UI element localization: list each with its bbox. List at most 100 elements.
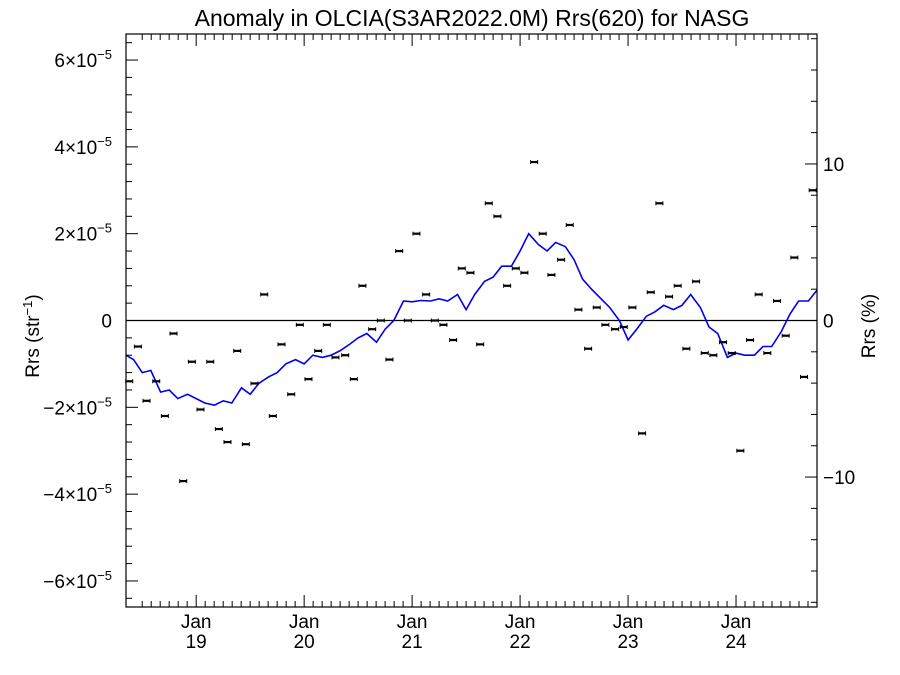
data-point [665, 294, 674, 299]
axis-layer: 6×10−54×10−52×10−50−2×10−5−4×10−5−6×10−5… [43, 34, 855, 653]
x-tick-label-year: 23 [617, 632, 638, 653]
data-point [746, 338, 755, 343]
y-tick-label-left: 0 [101, 312, 112, 333]
y-axis-label-left-superscript: −1 [20, 301, 35, 316]
data-point [530, 160, 539, 165]
data-point [773, 298, 782, 303]
data-point [314, 348, 323, 353]
x-tick-label-year: 20 [294, 632, 315, 653]
data-point [403, 318, 412, 323]
data-point [241, 442, 250, 447]
data-point [601, 322, 610, 327]
data-point [682, 346, 691, 351]
data-point [628, 305, 637, 310]
y-tick-label-exponent: −5 [97, 394, 112, 409]
y-tick-label-left: −4×10−5 [43, 481, 112, 506]
data-point [206, 359, 215, 364]
data-point [584, 346, 593, 351]
data-point [673, 283, 682, 288]
y-tick-label-right: −10 [823, 468, 855, 489]
data-point [430, 318, 439, 323]
data-point [476, 342, 485, 347]
data-point [349, 377, 358, 382]
data-point [412, 231, 421, 236]
data-point [646, 290, 655, 295]
y-axis-label-left: Rrs (str−1) [20, 294, 44, 377]
data-point [376, 318, 385, 323]
data-point [422, 292, 431, 297]
data-point [719, 340, 728, 345]
x-tick-label-year: 22 [510, 632, 531, 653]
data-point [260, 292, 269, 297]
y-tick-label-left: −2×10−5 [43, 394, 112, 419]
data-point [287, 392, 296, 397]
data-point [152, 379, 161, 384]
x-tick-label-year: 24 [725, 632, 747, 653]
data-point [557, 257, 566, 262]
data-point [277, 342, 286, 347]
x-tick-label-month: Jan [289, 612, 320, 633]
points-layer [125, 160, 817, 484]
y-tick-label-mantissa: 2×10 [54, 225, 97, 246]
y-axis-label-right: Rrs (%) [859, 294, 880, 358]
y-tick-label-exponent: −5 [97, 481, 112, 496]
data-point [466, 270, 475, 275]
data-point [395, 249, 404, 254]
y-tick-label-exponent: −5 [97, 568, 112, 583]
y-tick-label-mantissa: 4×10 [54, 138, 97, 159]
data-point [520, 270, 529, 275]
data-point [736, 448, 745, 453]
data-point [331, 355, 340, 360]
data-point [268, 414, 277, 418]
data-point [611, 327, 620, 332]
data-point [754, 292, 763, 297]
y-tick-label-left: −6×10−5 [43, 568, 112, 593]
data-point [493, 214, 502, 219]
data-point [169, 331, 178, 336]
series-line-smoothed-anomaly [125, 232, 818, 406]
data-point [574, 307, 583, 312]
data-point [484, 201, 493, 206]
data-point [322, 322, 331, 327]
data-point [800, 374, 809, 379]
data-point [304, 377, 313, 382]
data-point [503, 283, 512, 288]
data-point [449, 338, 458, 343]
chart-title: Anomaly in OLCIA(S3AR2022.0M) Rrs(620) f… [195, 5, 750, 31]
data-point [179, 479, 188, 484]
y-axis-label-left-text: Rrs (str [23, 315, 44, 378]
data-point [142, 398, 151, 403]
data-point [547, 272, 556, 277]
data-point [368, 327, 377, 332]
y-tick-label-left: 4×10−5 [54, 134, 112, 159]
data-point [655, 201, 664, 206]
data-point [125, 379, 134, 384]
data-point [196, 407, 205, 412]
y-tick-label-mantissa: 6×10 [54, 51, 97, 72]
data-point [295, 322, 304, 327]
data-point [781, 333, 790, 338]
x-tick-label-month: Jan [613, 612, 644, 633]
data-point [727, 351, 736, 356]
data-point [233, 348, 242, 353]
data-point [638, 431, 647, 436]
x-tick-label-year: 19 [186, 632, 207, 653]
data-point [808, 188, 817, 193]
y-tick-label-left: 2×10−5 [54, 221, 112, 246]
data-point [790, 255, 799, 260]
data-point [709, 353, 718, 358]
y-tick-label-mantissa: −6×10 [43, 572, 97, 593]
y-tick-label-mantissa: −2×10 [43, 398, 97, 419]
data-point [250, 381, 259, 386]
x-tick-label-month: Jan [397, 612, 428, 633]
y-tick-label-exponent: −5 [97, 134, 112, 149]
y-tick-label-right: 0 [823, 312, 834, 333]
y-tick-label-mantissa: −4×10 [43, 485, 97, 506]
data-point [439, 322, 448, 327]
data-point [700, 351, 709, 356]
x-tick-label-month: Jan [181, 612, 212, 633]
y-tick-label-right: 10 [823, 155, 844, 176]
data-point [763, 351, 772, 356]
data-point [187, 359, 196, 364]
